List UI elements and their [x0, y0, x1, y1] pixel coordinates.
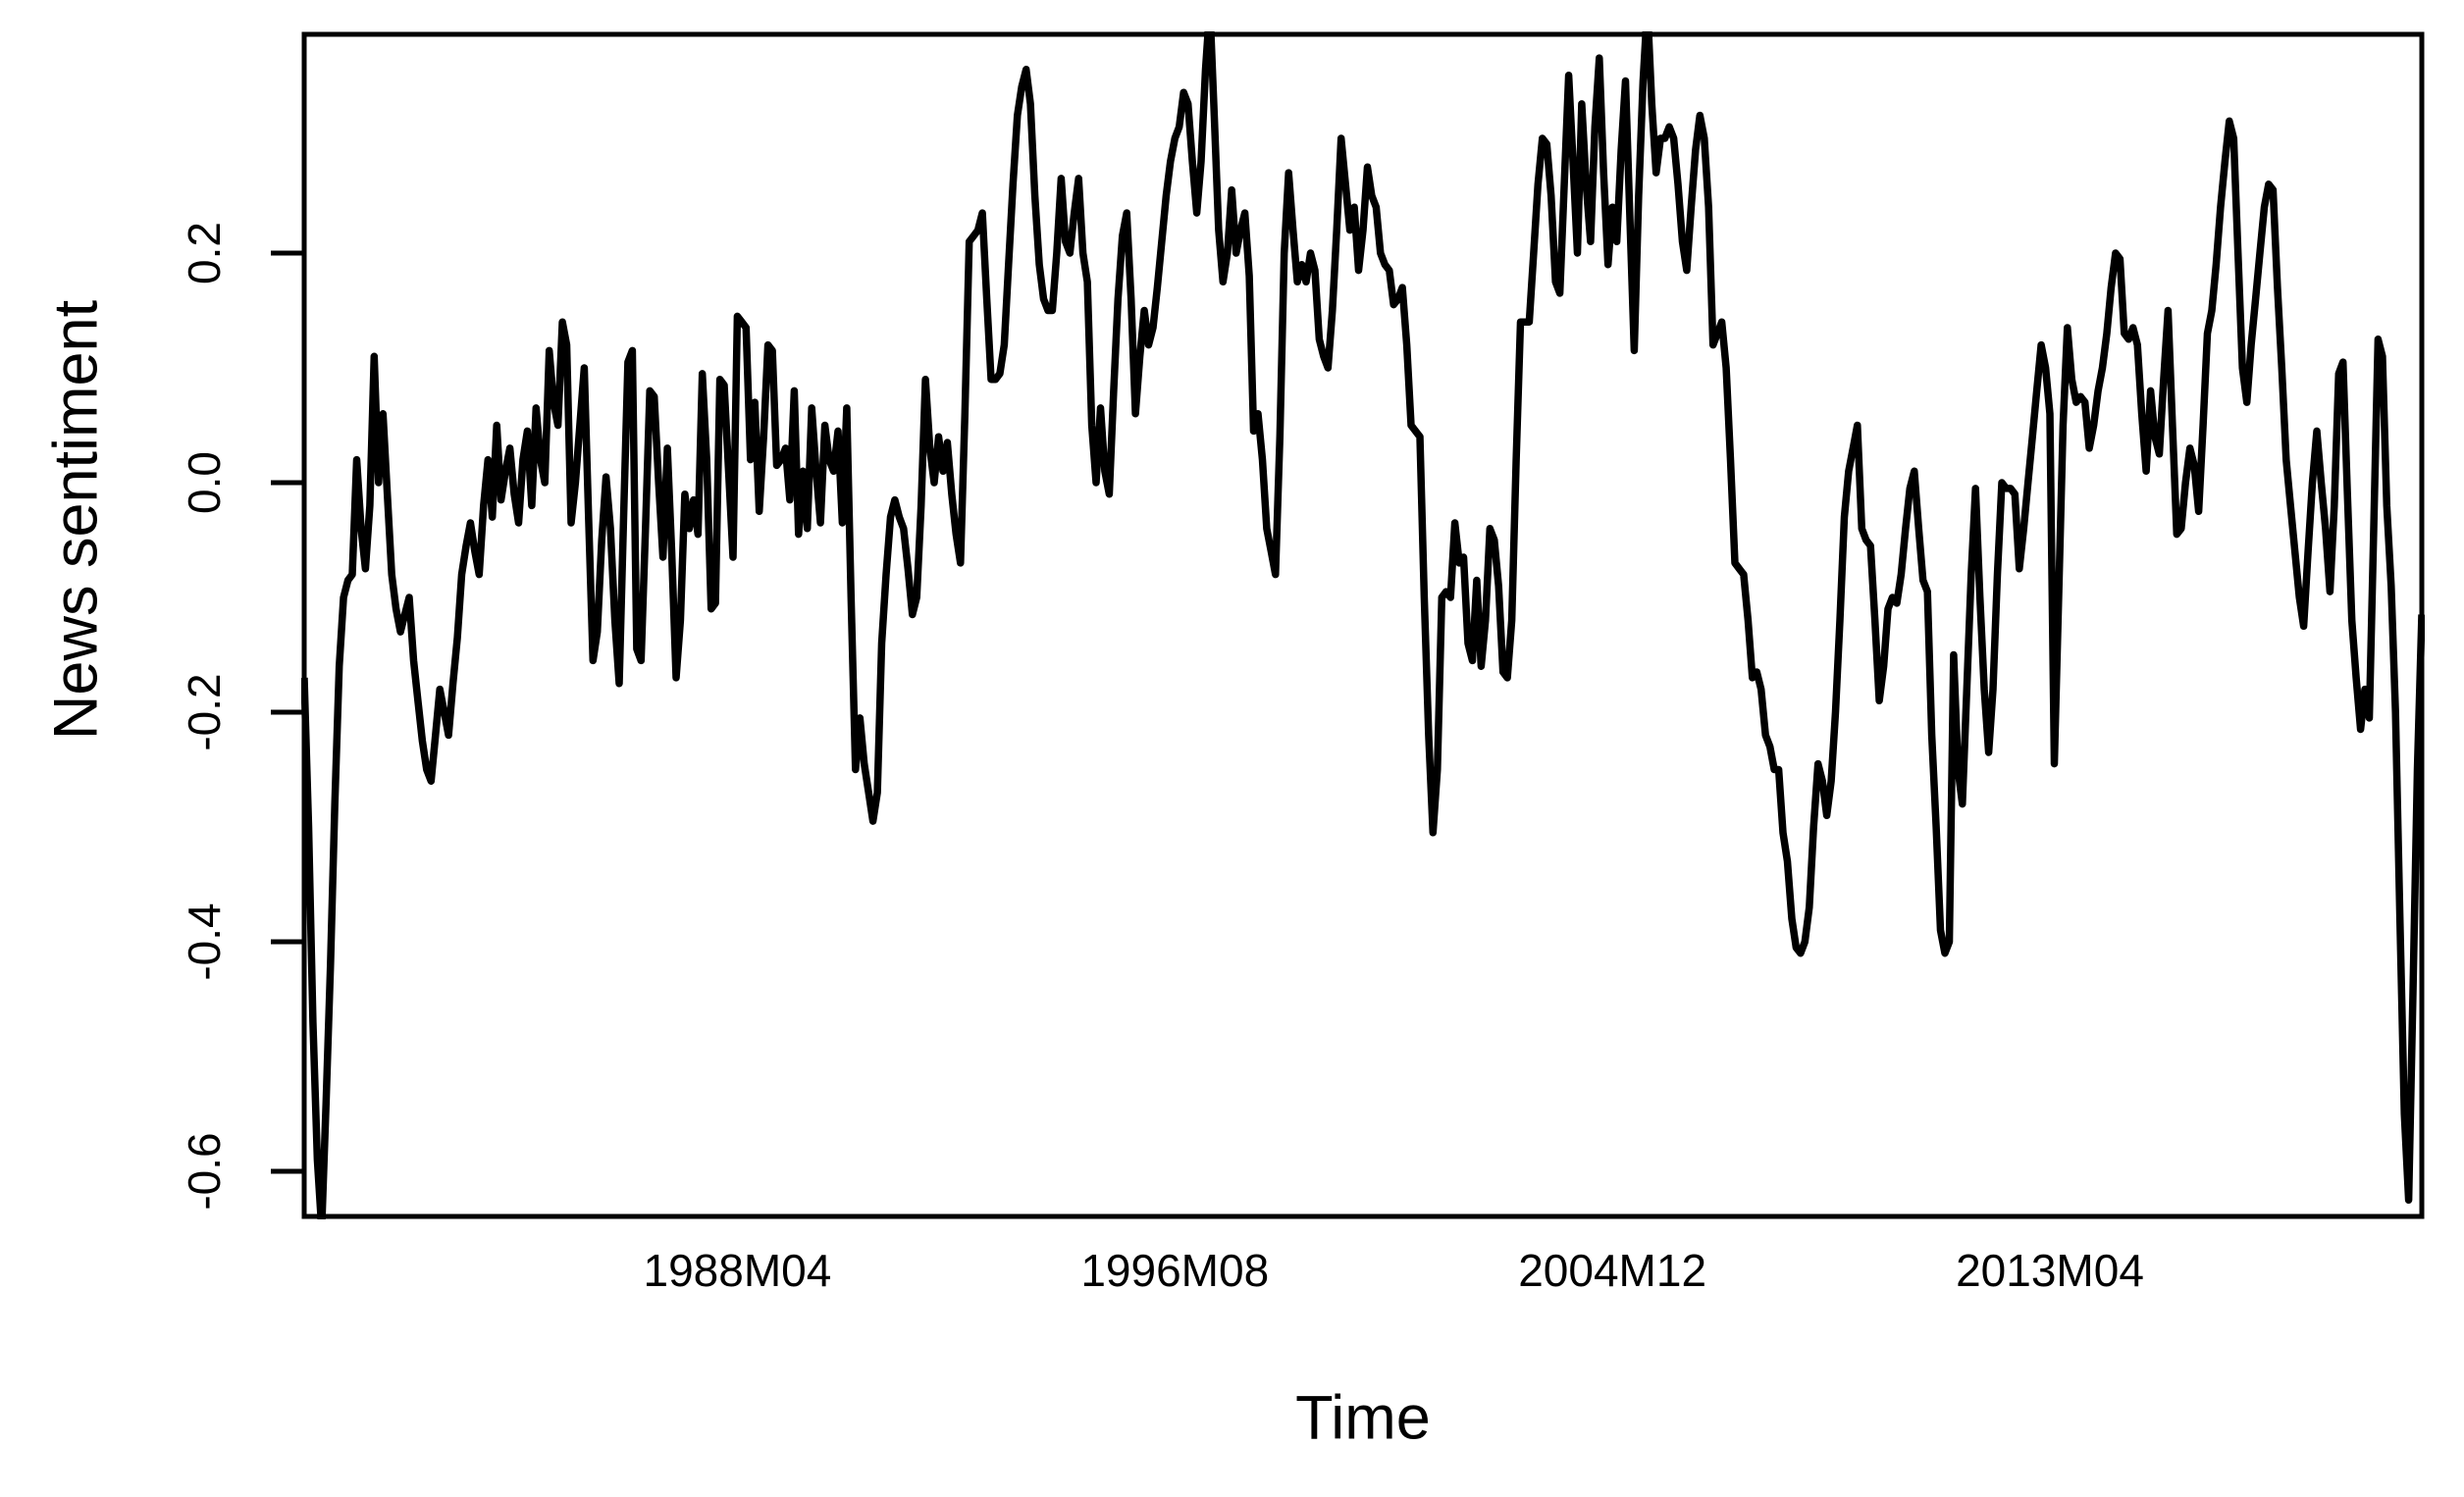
y-axis-title: News sentiment	[41, 299, 111, 741]
x-tick-label-2013M04: 2013M04	[1956, 1245, 2144, 1296]
y-tick-label-0.2: 0.2	[179, 222, 230, 284]
plot-frame	[301, 31, 2425, 1219]
y-tick-label-neg0.6: -0.6	[179, 1132, 230, 1211]
x-tick-label-1988M04: 1988M04	[643, 1245, 832, 1296]
x-tick-label-1996M08: 1996M08	[1080, 1245, 1270, 1296]
x-axis-title: Time	[1295, 1383, 1431, 1453]
y-tick-label-0.0: 0.0	[179, 451, 230, 514]
y-tick-label-neg0.2: -0.2	[179, 673, 230, 751]
x-tick-label-2004M12: 2004M12	[1518, 1245, 1707, 1296]
sentiment-series-line	[301, 31, 2425, 1219]
y-tick-label-neg0.4: -0.4	[179, 903, 230, 981]
